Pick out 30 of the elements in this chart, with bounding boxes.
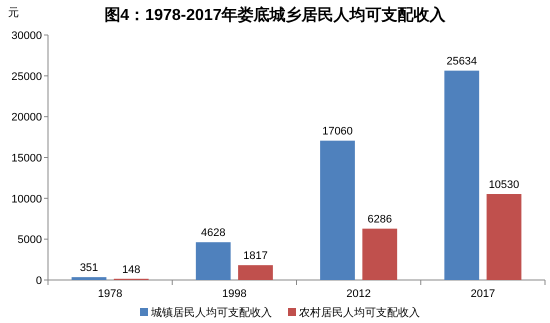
- y-tick-label: 15000: [11, 152, 42, 164]
- bar: [486, 194, 522, 280]
- y-tick-label: 30000: [11, 30, 42, 42]
- data-label: 17060: [322, 126, 353, 138]
- legend-label: 城镇居民人均可支配收入: [150, 306, 272, 319]
- bar: [444, 70, 480, 280]
- data-label: 351: [80, 262, 98, 274]
- x-tick-label: 2017: [470, 288, 496, 300]
- data-label: 25634: [446, 56, 478, 68]
- y-tick-label: 5000: [18, 234, 42, 246]
- data-label: 148: [122, 264, 140, 276]
- bar: [196, 242, 231, 280]
- y-tick-label: 10000: [11, 193, 42, 206]
- y-axis-title: 元: [8, 7, 19, 19]
- bar: [362, 228, 398, 280]
- y-tick-label: 20000: [11, 112, 42, 124]
- bar: [320, 140, 355, 280]
- x-tick-label: 2012: [346, 288, 371, 300]
- legend-label: 农村居民人均可支配收入: [299, 306, 420, 319]
- x-tick-label: 1998: [222, 288, 247, 300]
- y-tick-label: 25000: [11, 70, 42, 83]
- data-label: 6286: [368, 214, 392, 226]
- bar: [72, 277, 106, 280]
- bar: [238, 265, 273, 280]
- y-tick-label: 0: [36, 275, 42, 287]
- chart-title: 图4：1978-2017年娄底城乡居民人均可支配收入: [104, 6, 447, 24]
- data-label: 1817: [243, 250, 268, 262]
- x-tick-label: 1978: [98, 288, 122, 300]
- data-label: 10530: [488, 179, 520, 192]
- data-label: 4628: [201, 227, 226, 240]
